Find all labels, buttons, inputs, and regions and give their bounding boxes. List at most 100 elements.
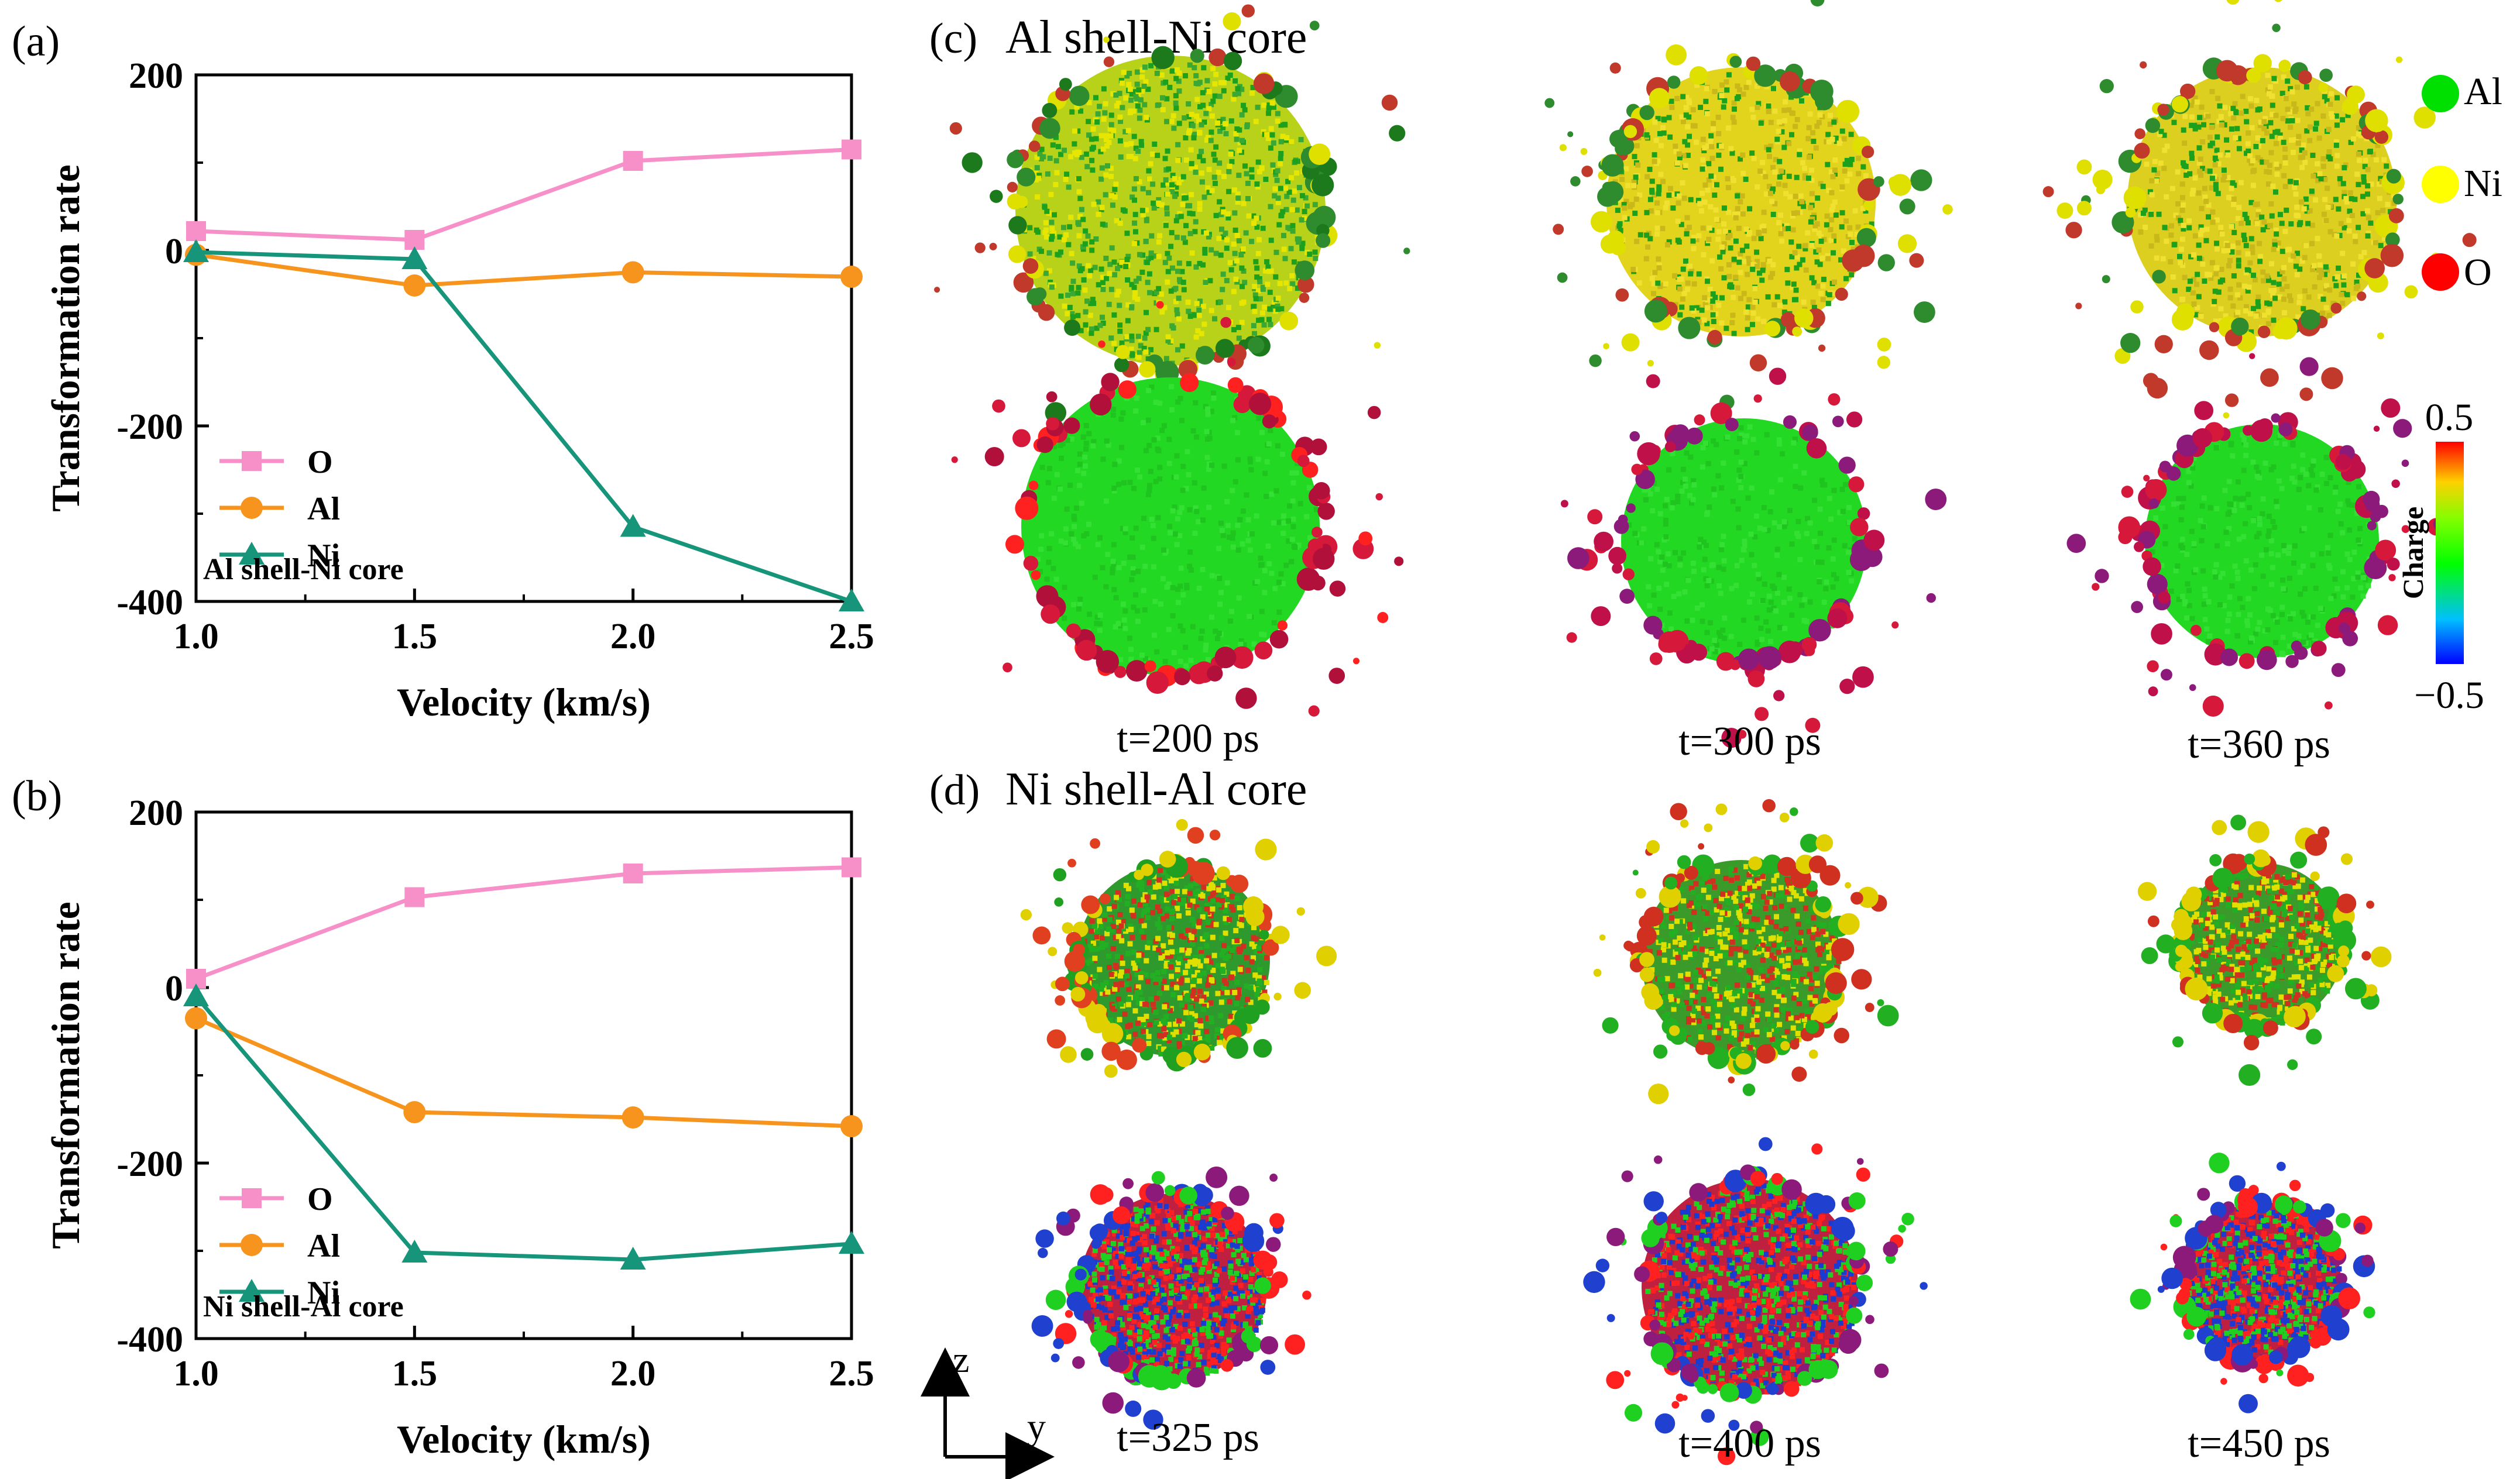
atom-speck (1712, 88, 1718, 94)
debris-cluster (1046, 1029, 1066, 1049)
snapshot-d-top-1 (1020, 818, 1337, 1078)
atom-speck (1713, 207, 1719, 213)
atom-speck (1161, 978, 1167, 984)
atom-speck (1203, 991, 1209, 997)
atom-speck (1793, 992, 1799, 998)
atom-speck (1206, 234, 1211, 240)
atom-speck (1759, 998, 1764, 1003)
atom-speck (2261, 312, 2267, 318)
atom-speck (2340, 181, 2346, 187)
atom-speck (1103, 101, 1108, 106)
atom-speck (2162, 541, 2168, 546)
rim-cluster (1313, 481, 1330, 500)
atom-speck (1746, 260, 1752, 266)
rim-cluster (1151, 46, 1175, 70)
atom-speck (1201, 321, 1207, 327)
atom-speck (1768, 119, 1774, 125)
atom-speck (2241, 232, 2247, 238)
atom-speck (2308, 467, 2314, 473)
atom-speck (1824, 222, 1829, 228)
atom-speck (1092, 955, 1098, 961)
atom-speck (1749, 926, 1755, 932)
atom-speck (1084, 959, 1090, 965)
atom-speck (2193, 567, 2199, 573)
atom-speck (2217, 152, 2223, 158)
atom-speck (2343, 162, 2349, 168)
atom-speck (1137, 1016, 1143, 1022)
atom-speck (1261, 102, 1267, 108)
atom-speck (1313, 507, 1319, 513)
atom-speck (1115, 919, 1121, 925)
atom-speck (1814, 544, 1820, 550)
rim-cluster (1013, 272, 1034, 293)
atom-speck (1734, 95, 1740, 101)
atom-speck (2216, 119, 2222, 125)
atom-speck (1794, 265, 1800, 271)
atom-speck (1137, 115, 1142, 121)
debris-cluster (1271, 926, 1290, 944)
atom-speck (1718, 634, 1724, 639)
atom-speck (2234, 126, 2240, 132)
atom-speck (2275, 165, 2281, 171)
atom-speck (2140, 211, 2146, 216)
atom-speck (1268, 428, 1273, 434)
atom-speck (1792, 250, 1798, 256)
atom-speck (2222, 487, 2228, 493)
atom-speck (1178, 976, 1184, 982)
atom-speck (1108, 112, 1114, 118)
atom-speck (1035, 229, 1041, 235)
atom-speck (1213, 628, 1218, 634)
rim-cluster (1070, 986, 1086, 1002)
atom-speck (1708, 139, 1714, 145)
atom-speck (1307, 251, 1313, 257)
atom-speck (1152, 945, 1158, 951)
atom-speck (1817, 262, 1823, 267)
atom-speck (1042, 204, 1048, 210)
atom-speck (1221, 209, 1227, 215)
atom-speck (1690, 497, 1696, 503)
atom-speck (1145, 491, 1151, 497)
atom-speck (1848, 232, 1853, 238)
atom-speck (1706, 577, 1712, 583)
atom-speck (1145, 979, 1151, 985)
atom-speck (1113, 982, 1119, 988)
atom-speck (1734, 449, 1740, 455)
rim-cluster (2220, 648, 2239, 666)
rim-cluster (1856, 228, 1876, 247)
atom-speck (2318, 606, 2323, 611)
atom-speck (1677, 286, 1683, 292)
atom-speck (1849, 239, 1855, 245)
atom-speck (1664, 200, 1670, 206)
atom-speck (2287, 575, 2293, 581)
atom-speck (2264, 273, 2270, 279)
data-point-o (623, 151, 643, 171)
atom-speck (2181, 226, 2186, 232)
atom-speck (1141, 515, 1147, 521)
atom-speck (1290, 524, 1296, 529)
atom-speck (1138, 975, 1144, 981)
atom-speck (1044, 208, 1050, 214)
atom-speck (1090, 167, 1096, 173)
atom-speck (1112, 272, 1118, 278)
atom-speck (1208, 247, 1214, 253)
atom-speck (2236, 136, 2242, 142)
atom-speck (2186, 587, 2192, 593)
snapshot-c-top-3 (2042, 0, 2477, 419)
atom-speck (1077, 451, 1083, 457)
atom-speck (2240, 432, 2246, 438)
rim-cluster (2311, 641, 2327, 656)
atom-speck (1819, 559, 1825, 565)
atom-speck (1708, 133, 1714, 139)
atom-speck (1697, 544, 1702, 550)
atom-speck (2240, 496, 2246, 501)
atom-speck (1035, 194, 1041, 200)
atom-speck (1214, 635, 1220, 641)
atom-speck (1043, 227, 1049, 233)
atom-speck (1783, 99, 1788, 105)
atom-speck (1235, 191, 1241, 197)
atom-speck (1138, 97, 1144, 103)
atom-speck (2349, 503, 2355, 508)
atom-speck (2277, 271, 2282, 277)
atom-speck (1161, 869, 1166, 875)
atom-speck (2310, 614, 2316, 620)
